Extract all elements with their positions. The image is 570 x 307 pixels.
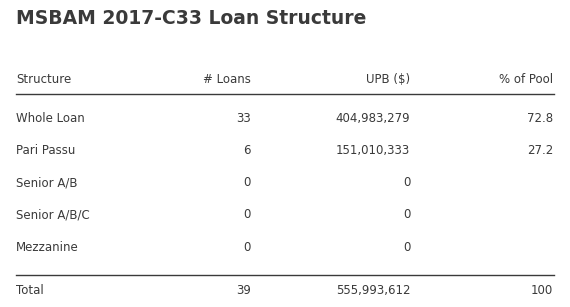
Text: Total: Total <box>16 284 44 297</box>
Text: MSBAM 2017-C33 Loan Structure: MSBAM 2017-C33 Loan Structure <box>16 9 367 28</box>
Text: 0: 0 <box>243 176 251 189</box>
Text: 0: 0 <box>243 241 251 254</box>
Text: # Loans: # Loans <box>203 73 251 86</box>
Text: Mezzanine: Mezzanine <box>16 241 79 254</box>
Text: Senior A/B: Senior A/B <box>16 176 78 189</box>
Text: 27.2: 27.2 <box>527 144 553 157</box>
Text: 0: 0 <box>243 208 251 221</box>
Text: 555,993,612: 555,993,612 <box>336 284 410 297</box>
Text: Whole Loan: Whole Loan <box>16 112 85 125</box>
Text: 33: 33 <box>236 112 251 125</box>
Text: 0: 0 <box>403 241 410 254</box>
Text: UPB ($): UPB ($) <box>367 73 410 86</box>
Text: 72.8: 72.8 <box>527 112 553 125</box>
Text: Structure: Structure <box>16 73 71 86</box>
Text: 0: 0 <box>403 176 410 189</box>
Text: % of Pool: % of Pool <box>499 73 553 86</box>
Text: 6: 6 <box>243 144 251 157</box>
Text: Senior A/B/C: Senior A/B/C <box>16 208 89 221</box>
Text: 0: 0 <box>403 208 410 221</box>
Text: 39: 39 <box>236 284 251 297</box>
Text: 100: 100 <box>531 284 553 297</box>
Text: 151,010,333: 151,010,333 <box>336 144 410 157</box>
Text: Pari Passu: Pari Passu <box>16 144 75 157</box>
Text: 404,983,279: 404,983,279 <box>336 112 410 125</box>
